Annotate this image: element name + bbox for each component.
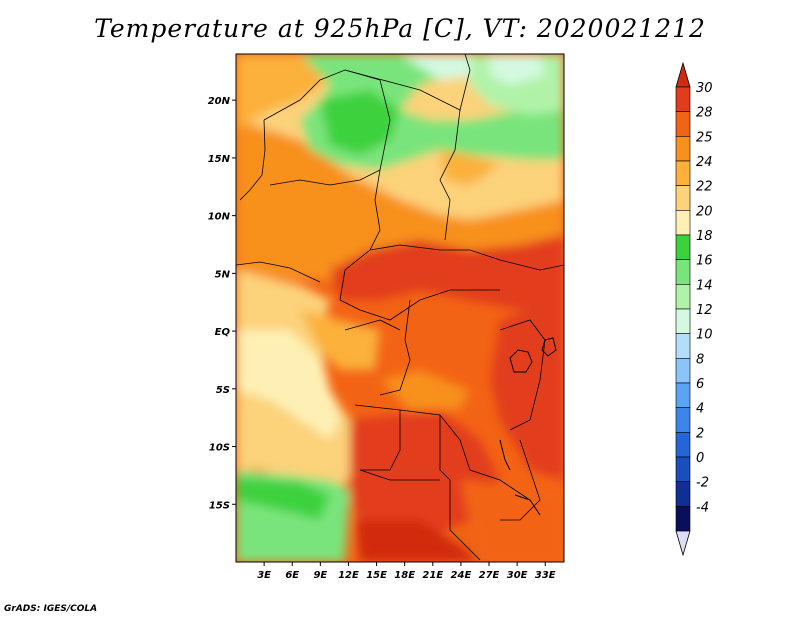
lat-tick-label: 10S (209, 443, 230, 454)
colorbar-bottom-arrow (675, 530, 691, 557)
country-borders (236, 54, 564, 561)
colorbar-swatch (675, 308, 691, 334)
colorbar-label: 18 (696, 229, 713, 244)
colorbar-swatch (675, 506, 691, 532)
colorbar-swatch (675, 382, 691, 408)
colorbar-swatch (675, 358, 691, 384)
colorbar-swatch (675, 481, 691, 507)
lon-tick-label: 24E (451, 570, 472, 581)
colorbar-label: 28 (696, 106, 713, 121)
colorbar-label: 30 (696, 81, 713, 96)
colorbar-label: 4 (696, 402, 704, 417)
lon-tick-label: 3E (257, 570, 271, 581)
colorbar-swatch (675, 86, 691, 112)
lon-tick-label: 18E (394, 570, 415, 581)
lat-tick-label: 15N (208, 154, 231, 165)
colorbar-swatch (675, 407, 691, 433)
colorbar-label: 6 (696, 377, 704, 392)
colorbar-swatch (675, 259, 691, 285)
lon-tick-label: 30E (507, 570, 528, 581)
colorbar-swatch (675, 136, 691, 162)
colorbar-label: 20 (696, 204, 713, 219)
colorbar-swatch (675, 185, 691, 211)
colorbar-swatch (675, 234, 691, 260)
lon-tick-label: 12E (338, 570, 359, 581)
colorbar-swatch (675, 456, 691, 482)
lat-tick-label: 10N (208, 212, 231, 223)
colorbar-label: 0 (696, 451, 704, 466)
lon-tick-label: 6E (285, 570, 299, 581)
latitude-ticks: 20N 15N 10N 5N EQ 5S 10S 15S (208, 96, 236, 511)
lon-tick-label: 15E (366, 570, 387, 581)
chart-title: Temperature at 925hPa [C], VT: 202002121… (94, 14, 706, 43)
colorbar-label: 25 (696, 130, 713, 145)
colorbar-swatch (675, 111, 691, 137)
colorbar-top-arrow (675, 61, 691, 88)
lat-tick-label: 5S (216, 385, 230, 396)
colorbar-swatch (675, 284, 691, 310)
lon-tick-label: 9E (313, 570, 327, 581)
colorbar-label: 24 (696, 155, 713, 170)
colorbar-label: 16 (696, 254, 713, 269)
colorbar-swatch (675, 432, 691, 458)
colorbar-swatch (675, 333, 691, 359)
colorbar-label: 10 (696, 328, 713, 343)
colorbar-label: 22 (696, 180, 713, 195)
lat-tick-label: 5N (215, 269, 231, 280)
colorbar-label: 12 (696, 303, 713, 318)
longitude-ticks: 3E 6E 9E 12E 15E 18E 21E 24E 27E 30E 33E (257, 562, 556, 581)
lon-tick-label: 33E (535, 570, 556, 581)
map-frame (235, 53, 565, 563)
temperature-field (236, 54, 564, 562)
lon-tick-label: 21E (422, 570, 443, 581)
colorbar-label: 8 (696, 352, 704, 367)
lat-tick-label: EQ (215, 327, 231, 338)
colorbar-label: 14 (696, 278, 713, 293)
colorbar-label: -4 (696, 500, 709, 515)
lat-tick-label: 15S (209, 500, 230, 511)
colorbar-swatch (675, 210, 691, 236)
colorbar-label: -2 (696, 476, 709, 491)
colorbar-swatch (675, 160, 691, 186)
colorbar-label: 2 (696, 426, 704, 441)
lat-tick-label: 20N (208, 96, 231, 107)
lakes (499, 337, 557, 516)
lon-tick-label: 27E (479, 570, 500, 581)
credit-text: GrADS: IGES/COLA (4, 604, 98, 614)
